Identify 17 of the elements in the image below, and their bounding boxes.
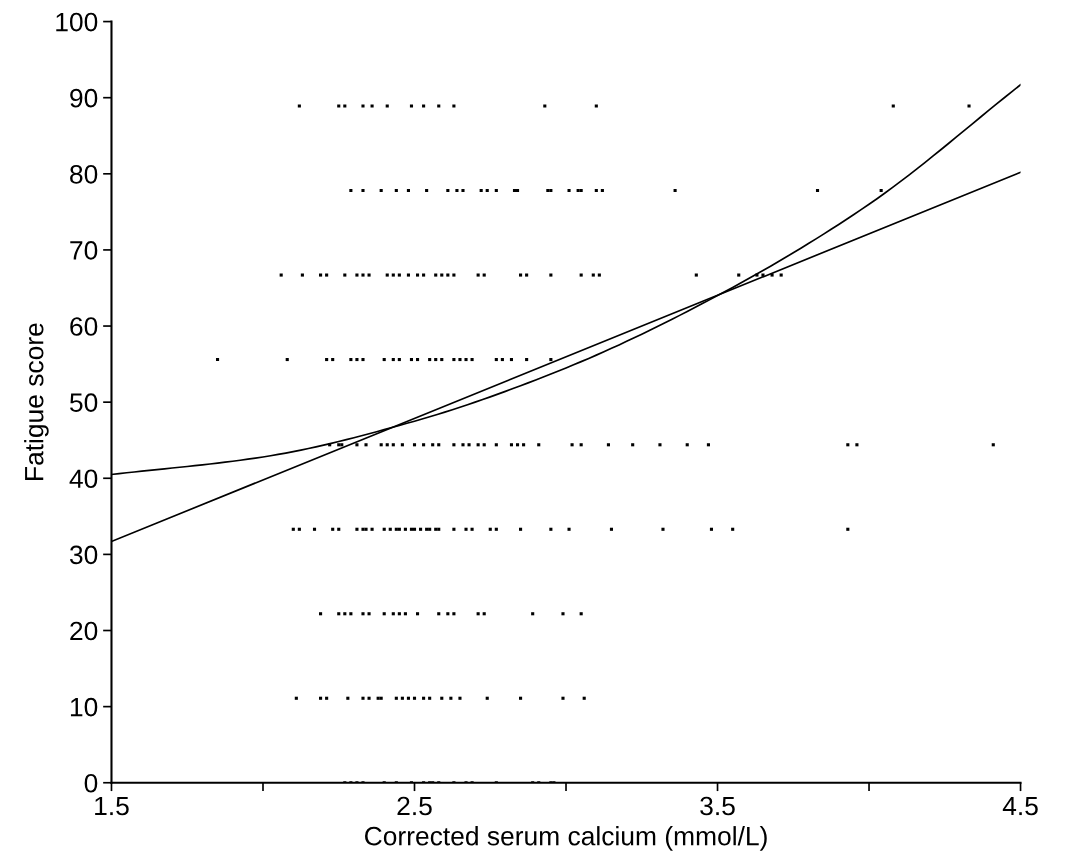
y-tick-label: 30 bbox=[69, 545, 98, 565]
y-tick-label: 0 bbox=[84, 773, 98, 793]
x-tick-label: 1.5 bbox=[95, 796, 129, 816]
y-axis-title: Fatigue score bbox=[24, 323, 49, 480]
y-tick-label: 100 bbox=[56, 12, 98, 32]
x-tick-label: 2.5 bbox=[397, 796, 432, 816]
y-tick-label: 80 bbox=[70, 164, 98, 184]
y-tick-label: 10 bbox=[70, 697, 98, 717]
y-tick-label: 20 bbox=[70, 621, 98, 641]
x-tick-label: 4.5 bbox=[1002, 796, 1038, 816]
x-axis-title: Corrected serum calcium (mmol/L) bbox=[365, 826, 767, 851]
x-tick-label: 3.5 bbox=[700, 796, 735, 816]
y-tick-label: 60 bbox=[70, 317, 98, 336]
y-tick-label: 50 bbox=[70, 393, 98, 412]
y-tick-label: 70 bbox=[70, 241, 98, 260]
y-tick-label: 40 bbox=[69, 469, 98, 489]
y-tick-label: 90 bbox=[70, 88, 98, 108]
